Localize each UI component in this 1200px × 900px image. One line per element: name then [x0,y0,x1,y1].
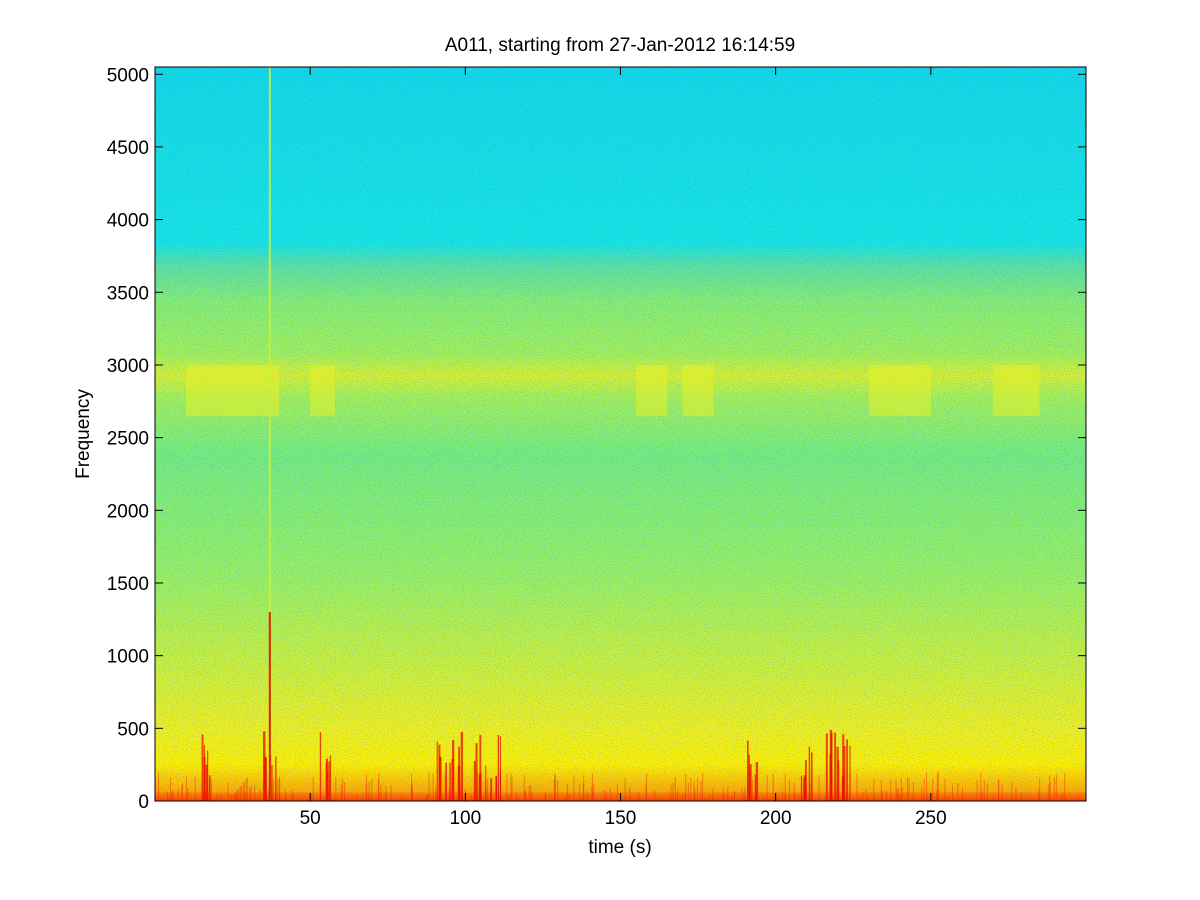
x-axis: 50 100 150 200 250 [300,67,947,829]
y-tick-label: 5000 [107,65,149,86]
x-tick-label: 150 [605,808,637,829]
plot-area [154,66,1087,802]
y-tick-label: 1500 [107,574,149,595]
y-tick-label: 3500 [107,283,149,304]
x-tick-label: 50 [300,808,321,829]
y-tick-label: 2500 [107,429,149,450]
y-tick-label: 0 [138,792,149,813]
x-axis-label: time (s) [588,837,651,858]
x-tick-label: 200 [760,808,792,829]
band-patch [682,364,714,416]
y-tick-label: 4000 [107,211,149,232]
y-axis: 0 500 1000 1500 2000 2500 3000 3500 4000 4500 5000 [107,65,1086,813]
y-tick-label: 4500 [107,138,149,159]
y-axis-label: Frequency [73,389,94,479]
band-patch [310,364,335,416]
chart-title: A011, starting from 27-Jan-2012 16:14:59 [445,35,795,56]
band-patch [636,364,668,416]
band-patch [992,364,1040,416]
band-patch [186,364,280,416]
spectrogram-noise-texture [155,67,1086,801]
x-tick-label: 250 [915,808,947,829]
y-tick-label: 1000 [107,647,149,668]
impulse-events [155,67,1079,801]
y-tick-label: 2000 [107,501,149,522]
y-tick-label: 500 [117,719,149,740]
x-tick-label: 100 [449,808,481,829]
y-tick-label: 3000 [107,356,149,377]
band-patch [868,364,931,416]
